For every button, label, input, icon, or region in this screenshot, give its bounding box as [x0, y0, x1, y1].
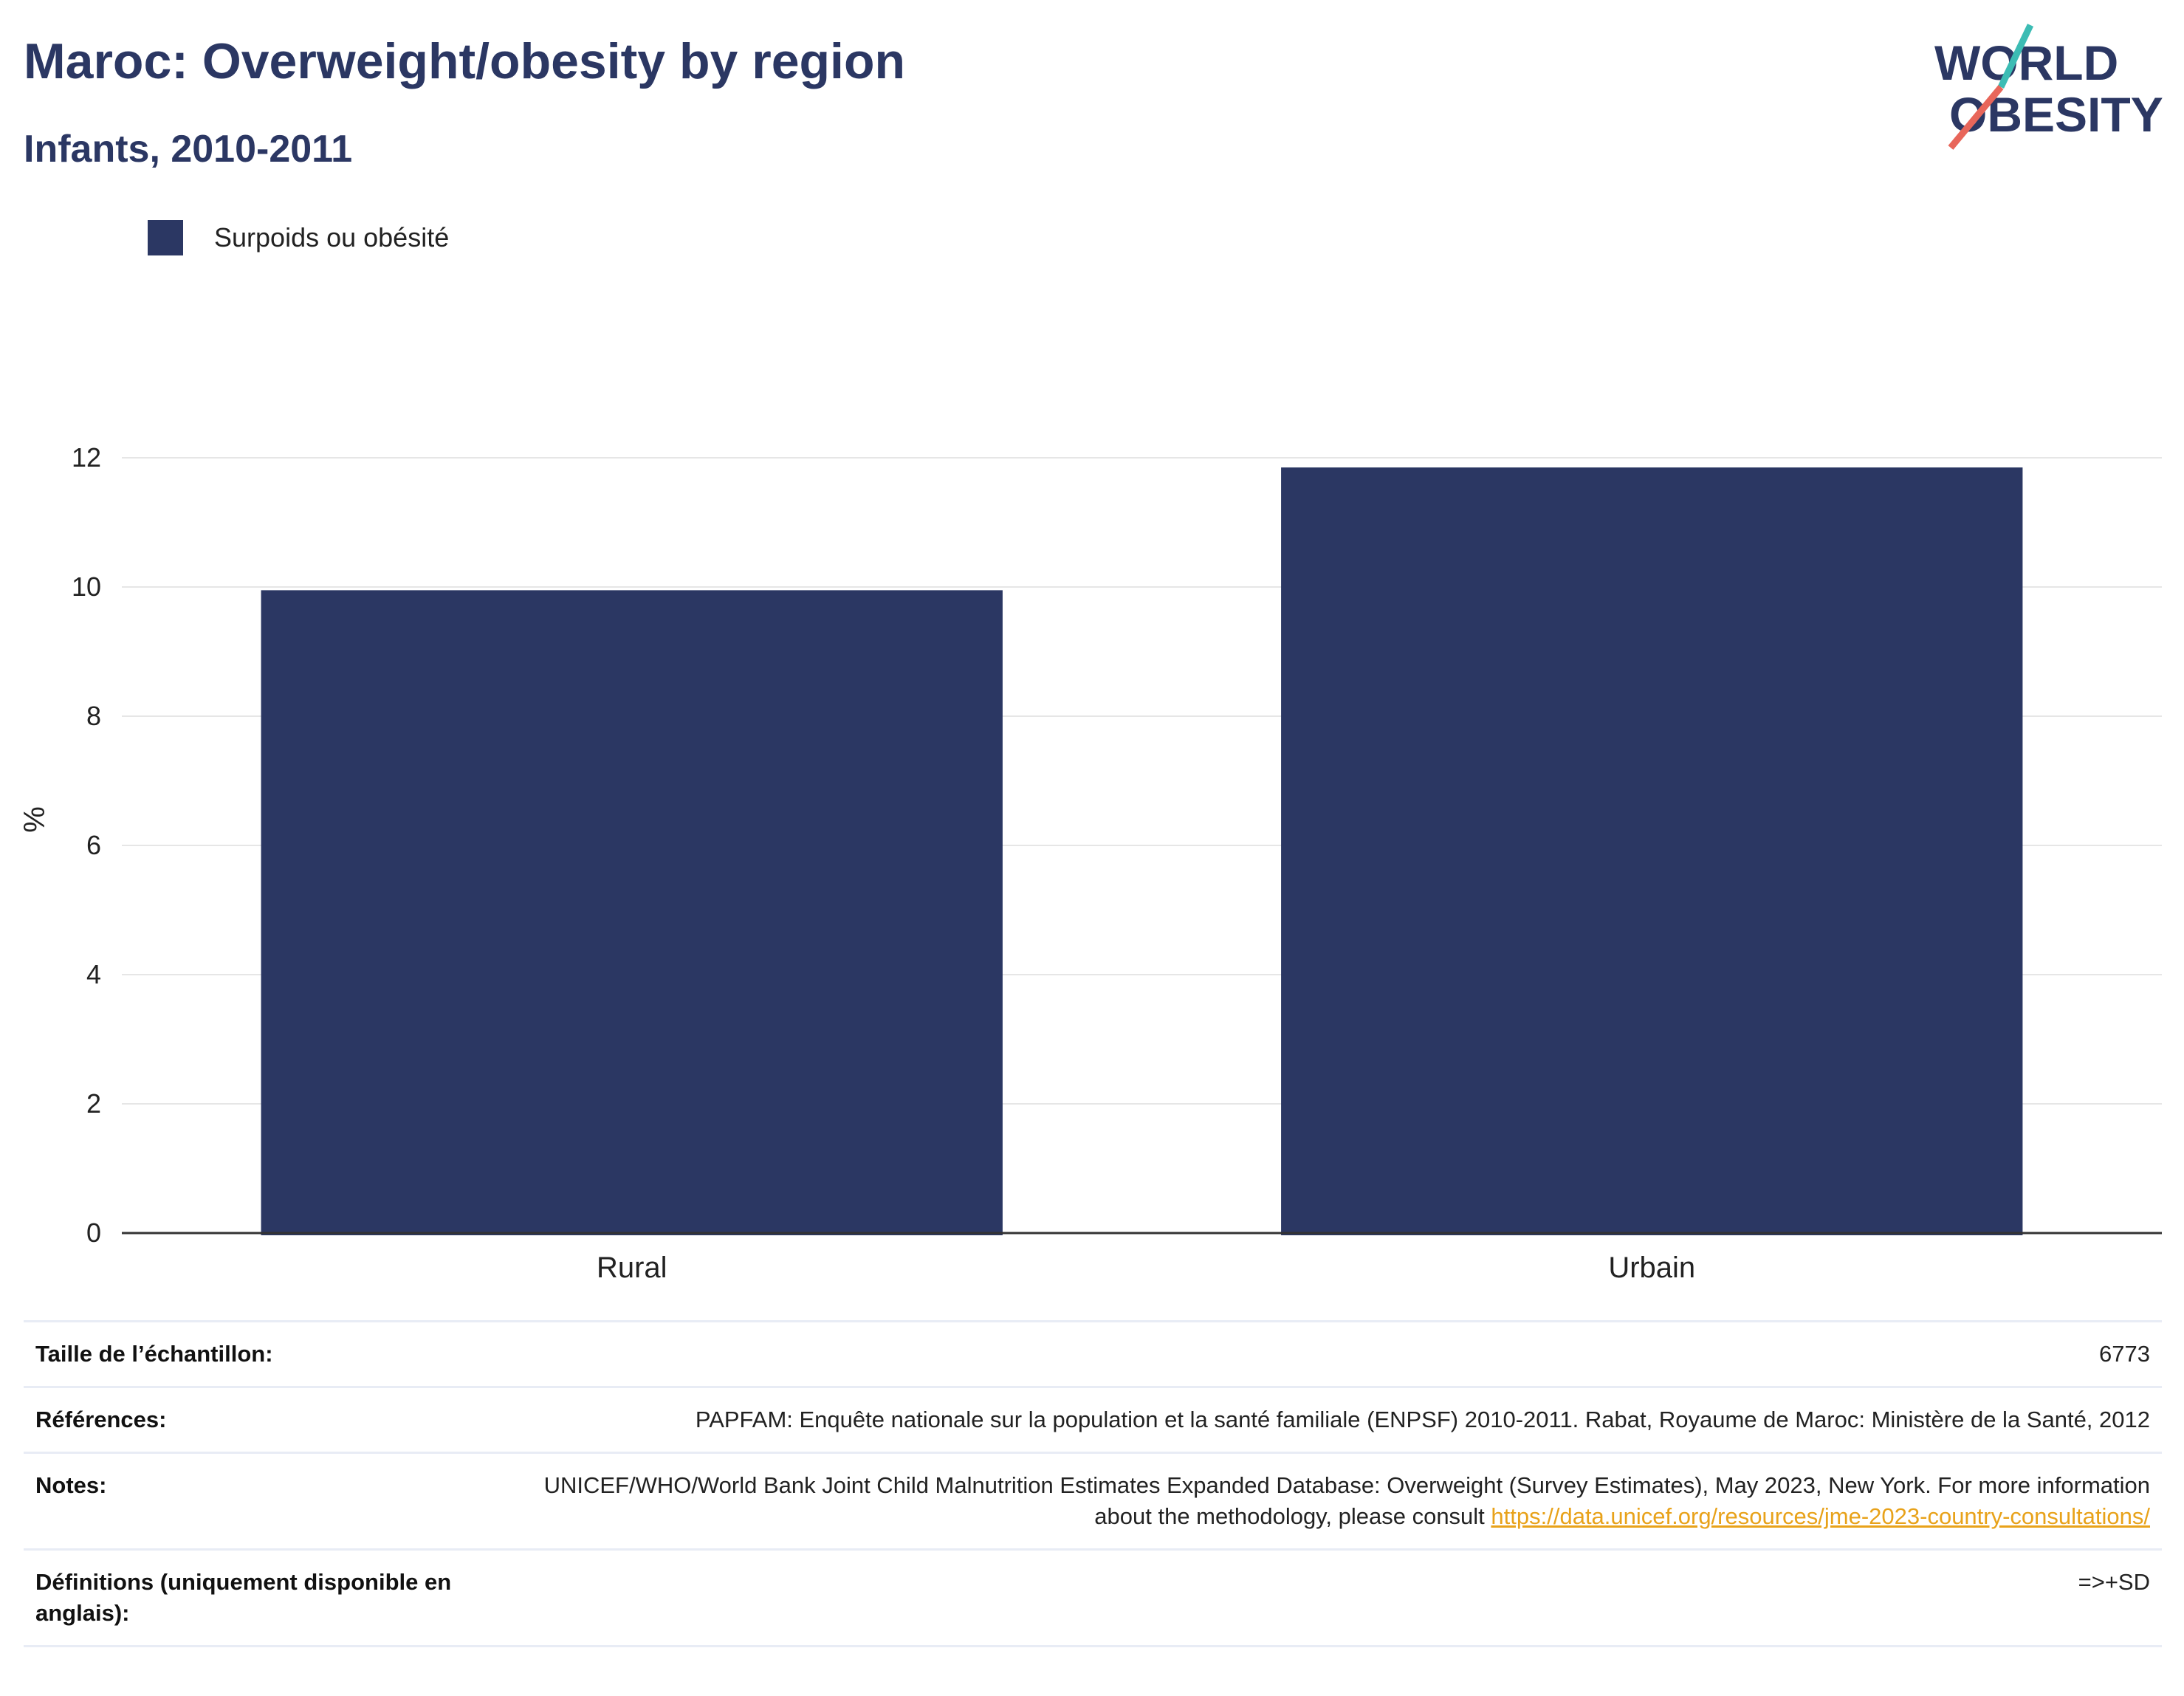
table-row: Définitions (uniquement disponible en an…	[24, 1548, 2162, 1647]
y-tick-label: 12	[72, 442, 101, 473]
sample-size-value: 6773	[520, 1320, 2162, 1387]
y-tick-label: 8	[86, 701, 101, 731]
references-label: Références:	[24, 1386, 520, 1453]
legend-swatch	[148, 220, 183, 255]
x-tick-label: Rural	[597, 1252, 667, 1284]
notes-text: UNICEF/WHO/World Bank Joint Child Malnut…	[543, 1472, 2150, 1529]
legend-label: Surpoids ou obésité	[214, 222, 450, 253]
y-tick-label: 6	[86, 830, 101, 860]
bar-rural	[261, 590, 1003, 1235]
svg-text:OBESITY: OBESITY	[1949, 87, 2163, 142]
table-row: Références: PAPFAM: Enquête nationale su…	[24, 1386, 2162, 1453]
bars	[261, 467, 2023, 1235]
methodology-link[interactable]: https://data.unicef.org/resources/jme-20…	[1491, 1503, 2150, 1529]
notes-label: Notes:	[24, 1452, 520, 1550]
table-row: Notes: UNICEF/WHO/World Bank Joint Child…	[24, 1452, 2162, 1550]
y-tick-label: 0	[86, 1218, 101, 1248]
bar-urbain	[1281, 467, 2023, 1235]
y-axis-label: %	[18, 806, 51, 833]
svg-text:WORLD: WORLD	[1934, 35, 2118, 90]
info-table: Taille de l’échantillon: 6773 Références…	[24, 1320, 2162, 1647]
bar-chart: 0 2 4 6 8 10 12 Rural Urbain %	[18, 442, 2162, 1284]
world-obesity-logo: WORLD OBESITY	[1934, 24, 2163, 150]
y-tick-label: 10	[72, 571, 101, 602]
sample-size-label: Taille de l’échantillon:	[24, 1320, 520, 1387]
definitions-value: =>+SD	[520, 1548, 2162, 1647]
references-value: PAPFAM: Enquête nationale sur la populat…	[520, 1386, 2162, 1453]
y-tick-labels: 0 2 4 6 8 10 12	[72, 442, 101, 1248]
notes-value: UNICEF/WHO/World Bank Joint Child Malnut…	[520, 1452, 2162, 1550]
chart-title: Maroc: Overweight/obesity by region	[24, 33, 906, 89]
y-tick-label: 4	[86, 959, 101, 989]
table-row: Taille de l’échantillon: 6773	[24, 1320, 2162, 1387]
x-tick-labels: Rural Urbain	[597, 1252, 1695, 1284]
legend: Surpoids ou obésité	[148, 220, 449, 255]
x-tick-label: Urbain	[1608, 1252, 1695, 1284]
definitions-label: Définitions (uniquement disponible en an…	[24, 1548, 520, 1647]
y-tick-label: 2	[86, 1088, 101, 1119]
chart-subtitle: Infants, 2010-2011	[24, 128, 353, 171]
